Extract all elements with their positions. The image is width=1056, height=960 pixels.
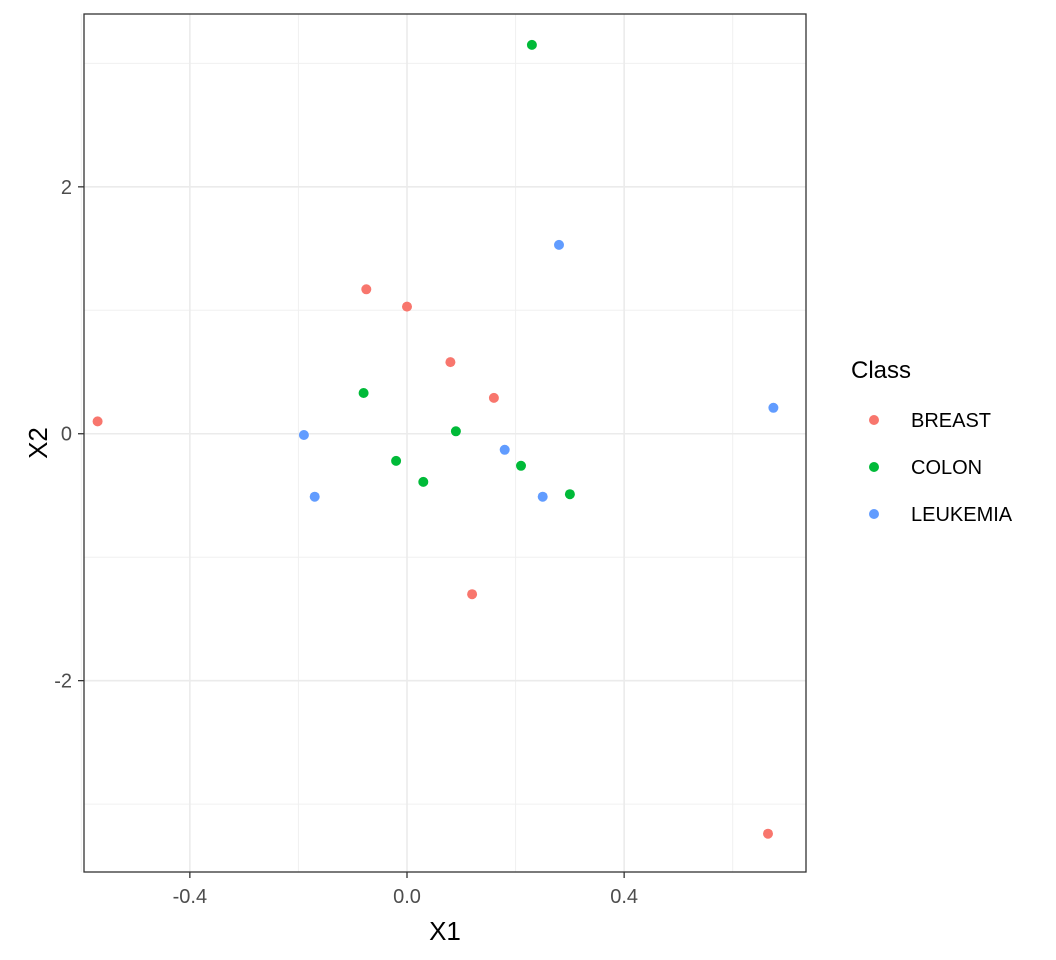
data-point-breast <box>445 357 456 368</box>
x-tick-label: 0.0 <box>393 886 421 908</box>
y-tick-label: 2 <box>61 177 72 199</box>
legend-key-leukemia <box>869 509 879 519</box>
data-point-colon <box>358 388 369 398</box>
legend-key-colon <box>869 462 879 472</box>
data-point-leukemia <box>298 430 309 440</box>
data-point-breast <box>402 301 412 312</box>
data-point-colon <box>450 426 461 437</box>
data-point-breast <box>361 284 372 295</box>
x-tick-label: 0.4 <box>610 886 638 908</box>
panel-border <box>83 13 807 873</box>
data-point-leukemia <box>537 491 548 502</box>
data-point-breast <box>467 589 478 600</box>
legend-title: Class <box>851 357 911 384</box>
data-point-leukemia <box>768 402 779 413</box>
data-point-breast <box>488 392 499 403</box>
data-point-leukemia <box>554 239 564 250</box>
data-point-colon <box>564 489 575 500</box>
data-point-breast <box>763 828 773 839</box>
data-point-leukemia <box>499 444 510 455</box>
legend-label-breast: BREAST <box>911 410 991 432</box>
y-axis-title: X2 <box>23 427 53 459</box>
x-tick-label: -0.4 <box>173 886 207 908</box>
data-point-leukemia <box>309 491 320 502</box>
x-axis-title: X1 <box>429 916 461 946</box>
legend-key-breast <box>869 415 879 425</box>
y-tick-label: 0 <box>61 424 72 446</box>
legend-label-leukemia: LEUKEMIA <box>911 504 1013 526</box>
data-points <box>92 39 779 839</box>
data-point-colon <box>516 460 526 471</box>
axes: -0.4 0.0 0.4 -2 0 2 <box>54 177 638 908</box>
grid <box>80 14 806 872</box>
data-point-colon <box>526 39 537 50</box>
data-point-breast <box>92 416 103 427</box>
legend-label-colon: COLON <box>911 457 982 479</box>
data-point-colon <box>418 476 429 487</box>
legend: Class BREAST COLON LEUKEMIA <box>851 357 1013 526</box>
data-point-colon <box>391 455 402 466</box>
y-tick-label: -2 <box>54 671 72 693</box>
